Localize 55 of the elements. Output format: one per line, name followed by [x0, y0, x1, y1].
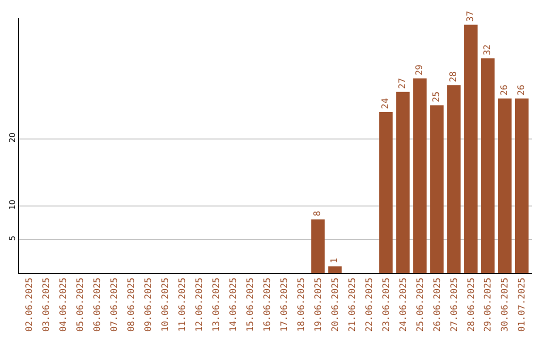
data-label: 37 — [466, 10, 476, 22]
x-tick-label: 05.06.2025 — [76, 278, 86, 332]
bar — [311, 219, 325, 273]
x-tick-label: 13.06.2025 — [212, 278, 222, 332]
x-tick-label: 17.06.2025 — [280, 278, 290, 332]
bar — [413, 78, 427, 273]
bar — [430, 105, 444, 273]
x-tick-label: 01.07.2025 — [518, 278, 528, 332]
x-tick-label: 14.06.2025 — [228, 278, 239, 332]
x-tick-label: 24.06.2025 — [398, 278, 409, 332]
data-label: 27 — [398, 78, 408, 89]
x-tick-label: 18.06.2025 — [296, 278, 307, 332]
x-tick-label: 23.06.2025 — [382, 278, 392, 332]
y-tick-label: 5 — [8, 236, 17, 241]
x-tick-label: 02.06.2025 — [25, 278, 36, 332]
x-tick-label: 03.06.2025 — [42, 278, 52, 332]
x-tick-label: 27.06.2025 — [450, 278, 460, 332]
x-tick-label: 10.06.2025 — [161, 278, 172, 332]
x-tick-label: 29.06.2025 — [484, 278, 494, 332]
data-label: 1 — [330, 258, 340, 264]
x-tick-label: 30.06.2025 — [500, 278, 511, 332]
x-tick-label: 26.06.2025 — [432, 278, 443, 332]
bar — [379, 112, 393, 273]
data-label: 8 — [312, 210, 323, 216]
x-tick-label: 08.06.2025 — [127, 278, 138, 332]
bar — [328, 266, 342, 273]
bar — [515, 98, 529, 273]
x-tick-label: 04.06.2025 — [59, 278, 70, 332]
x-tick-label: 11.06.2025 — [178, 278, 188, 332]
data-label: 24 — [380, 98, 391, 109]
x-tick-label: 16.06.2025 — [262, 278, 273, 332]
bar — [396, 92, 410, 273]
x-tick-label: 09.06.2025 — [144, 278, 154, 332]
x-tick-label: 07.06.2025 — [110, 278, 120, 332]
bar — [464, 24, 478, 273]
x-tick-label: 20.06.2025 — [330, 278, 341, 332]
y-tick-label: 20 — [8, 132, 17, 143]
bar — [447, 85, 461, 273]
data-label: 26 — [500, 84, 510, 96]
bar — [481, 58, 495, 273]
data-label: 29 — [414, 64, 425, 76]
x-tick-label: 22.06.2025 — [364, 278, 375, 332]
bar — [498, 98, 512, 273]
x-tick-label: 19.06.2025 — [314, 278, 324, 332]
x-tick-label: 06.06.2025 — [93, 278, 104, 332]
y-tick-label: 10 — [8, 200, 17, 210]
x-tick-label: 15.06.2025 — [246, 278, 256, 332]
x-tick-label: 28.06.2025 — [466, 278, 477, 332]
data-label: 26 — [516, 84, 527, 96]
x-tick-label: 25.06.2025 — [416, 278, 426, 332]
data-label: 32 — [482, 44, 493, 56]
data-label: 28 — [448, 71, 459, 82]
x-tick-label: 21.06.2025 — [348, 278, 358, 332]
data-label: 25 — [432, 91, 442, 102]
x-tick-label: 12.06.2025 — [194, 278, 205, 332]
